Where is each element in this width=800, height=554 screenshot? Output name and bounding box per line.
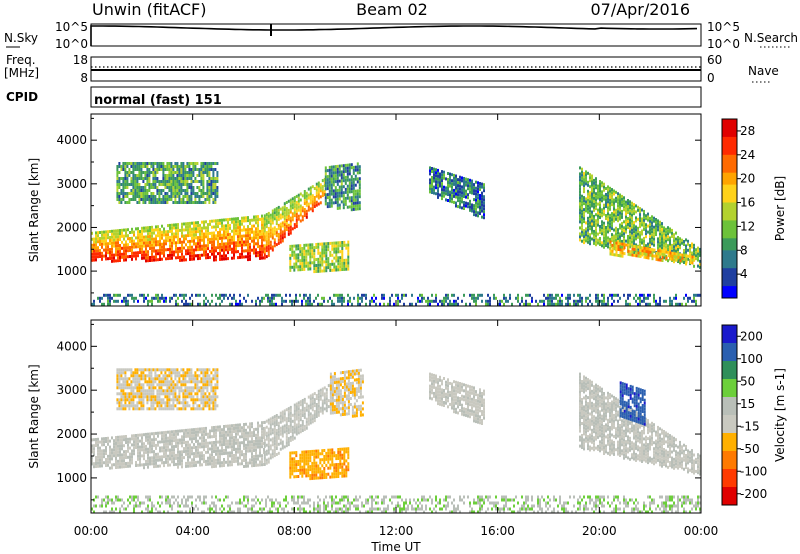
freq-left-tick-bottom: 8 xyxy=(80,71,88,85)
x-tick-label-0: 00:00 xyxy=(74,524,109,538)
power-cbtick-label-1: 8 xyxy=(740,243,748,257)
velocity-cbtick-label-1: 100 xyxy=(740,352,763,366)
nsky-left-tick-top: 10^5 xyxy=(55,20,88,34)
freq-left-tick-top: 18 xyxy=(73,53,88,67)
cpid-panel: CPID normal (fast) 151 xyxy=(6,86,702,108)
power-data-regions xyxy=(91,162,701,306)
velocity-colorbar-label: Velocity [m s-1] xyxy=(773,368,787,462)
freq-panel: Freq. [MHz] 18 8 Nave 60 0 xyxy=(4,53,779,85)
x-tick-label-4: 16:00 xyxy=(480,524,515,538)
cpid-text: normal (fast) 151 xyxy=(94,93,222,108)
velocity-ytick-label-1: 2000 xyxy=(56,427,87,441)
power-region-4 xyxy=(116,162,219,204)
velocity-region-5 xyxy=(429,372,485,425)
x-tick-label-3: 12:00 xyxy=(379,524,414,538)
freq-right-label: Nave xyxy=(748,64,779,78)
power-region-2 xyxy=(289,240,350,274)
velocity-colorbar-frame xyxy=(721,324,738,506)
velocity-region-2 xyxy=(289,447,350,481)
x-tick-label-1: 04:00 xyxy=(175,524,210,538)
velocity-cbtick-label-2: 50 xyxy=(740,374,755,388)
velocity-panel: 1000 2000 3000 4000 Slant Range [km] 200 100 50… xyxy=(27,319,787,514)
power-region-3 xyxy=(324,162,361,212)
velocity-ytick-label-3: 4000 xyxy=(56,339,87,353)
cpid-frame xyxy=(90,86,702,108)
velocity-region-7 xyxy=(619,381,646,426)
x-tick-label-2: 08:00 xyxy=(277,524,312,538)
time-axis: 00:00 04:00 08:00 12:00 16:00 20:00 00:00 xyxy=(74,524,719,538)
velocity-data-regions xyxy=(91,368,701,514)
power-panel: 1000 2000 3000 4000 Slant Range [km] 4 8 12 16 20… xyxy=(27,113,787,307)
velocity-cbtick-label-7: -200 xyxy=(740,487,767,501)
power-colorbar-frame xyxy=(721,118,738,299)
velocity-cbtick-label-5: -50 xyxy=(740,442,760,456)
velocity-region-4 xyxy=(116,368,219,411)
power-region-8 xyxy=(91,293,701,306)
power-colorbar-label: Power [dB] xyxy=(773,176,787,241)
velocity-ytick-label-2: 3000 xyxy=(56,383,87,397)
power-colorbar: 4 8 12 16 20 24 28 Power [dB] xyxy=(721,118,787,299)
freq-right-tick-bottom: 0 xyxy=(707,71,715,85)
nsky-right-tick-bottom: 10^0 xyxy=(707,37,740,51)
power-region-5 xyxy=(429,166,485,220)
power-cbtick-label-2: 12 xyxy=(740,219,755,233)
x-axis-label: Time UT xyxy=(370,540,421,554)
nsky-right-tick-top: 10^5 xyxy=(707,20,740,34)
velocity-ylabel: Slant Range [km] xyxy=(27,364,41,468)
freq-right-tick-top: 60 xyxy=(707,53,722,67)
velocity-ytick-label-0: 1000 xyxy=(56,471,87,485)
velocity-cbtick-label-4: -15 xyxy=(740,419,760,433)
power-ytick-label-2: 3000 xyxy=(56,177,87,191)
power-cbtick-label-4: 20 xyxy=(740,172,755,186)
x-tick-label-6: 00:00 xyxy=(684,524,719,538)
station-title: Unwin (fitACF) xyxy=(92,0,206,19)
date-title: 07/Apr/2016 xyxy=(590,0,690,19)
power-ytick-label-3: 4000 xyxy=(56,133,87,147)
cpid-label: CPID xyxy=(6,90,38,104)
power-cbtick-label-5: 24 xyxy=(740,148,755,162)
power-cbtick-label-0: 4 xyxy=(740,267,748,281)
nsky-trace xyxy=(90,25,698,46)
power-region-0 xyxy=(91,214,265,263)
freq-left-label-line2: [MHz] xyxy=(4,66,39,80)
nsky-left-tick-bottom: 10^0 xyxy=(55,37,88,51)
velocity-cbtick-label-3: 15 xyxy=(740,397,755,411)
x-tick-label-5: 20:00 xyxy=(582,524,617,538)
power-cbtick-label-6: 28 xyxy=(740,124,755,138)
nsky-left-label: N.Sky xyxy=(4,31,38,45)
velocity-cbtick-label-0: 200 xyxy=(740,329,763,343)
freq-left-label-line1: Freq. xyxy=(6,53,36,67)
velocity-region-3 xyxy=(329,368,364,418)
power-ylabel: Slant Range [km] xyxy=(27,158,41,262)
power-region-1 xyxy=(263,177,326,260)
nsky-right-label: N.Search xyxy=(744,31,798,45)
power-ytick-label-0: 1000 xyxy=(56,264,87,278)
beam-title: Beam 02 xyxy=(356,0,428,19)
velocity-cbtick-label-6: -100 xyxy=(740,464,767,478)
nsky-panel: N.Sky 10^5 10^0 N.Search 10^5 10^0 xyxy=(4,20,798,51)
power-ytick-label-1: 2000 xyxy=(56,220,87,234)
velocity-region-8 xyxy=(91,495,701,514)
power-region-7 xyxy=(609,240,694,265)
velocity-colorbar: 200 100 50 15 -15 -50 -100 -200 Velocity [m s-1] xyxy=(721,324,787,506)
velocity-region-0 xyxy=(91,421,265,470)
power-cbtick-label-3: 16 xyxy=(740,196,755,210)
